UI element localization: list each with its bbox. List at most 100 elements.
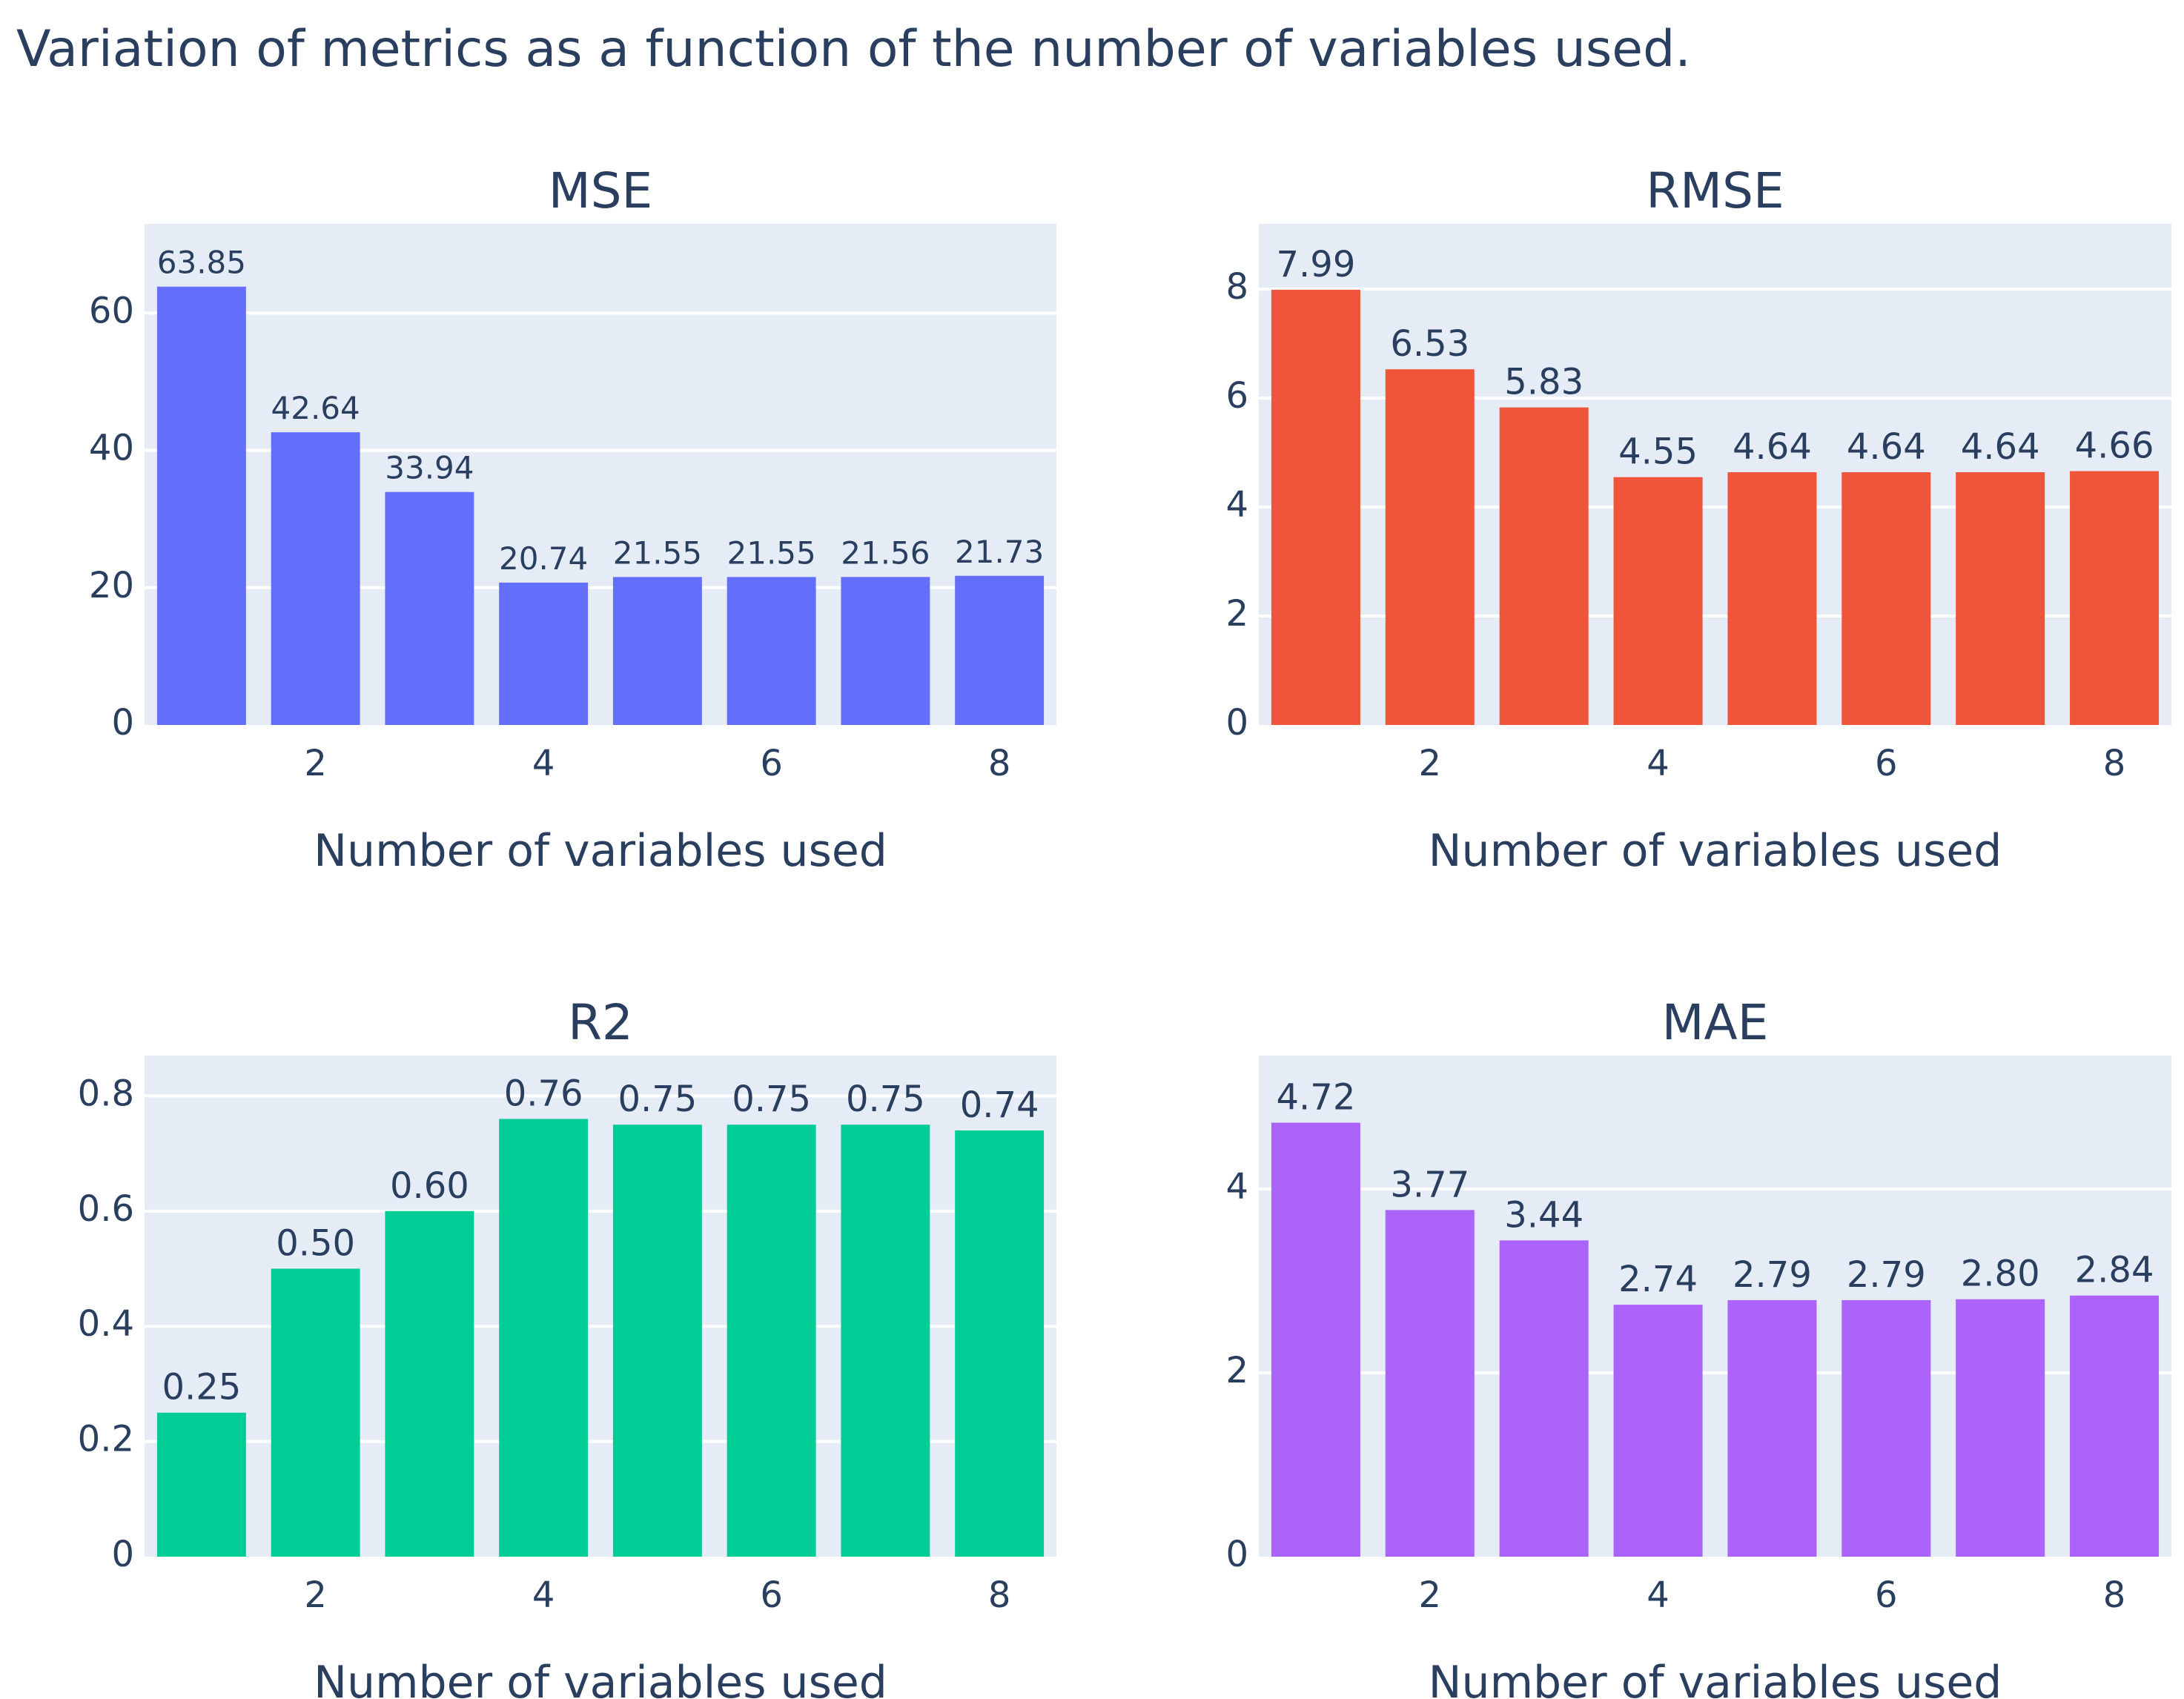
- mae-x-tick-label: 6: [1875, 1574, 1898, 1616]
- mse-data-label: 20.74: [499, 540, 588, 577]
- rmse-x-tick-label: 6: [1875, 743, 1898, 784]
- r2-bar: [841, 1125, 930, 1557]
- mae-data-label: 2.79: [1847, 1254, 1926, 1296]
- mse-x-tick-label: 4: [532, 743, 555, 784]
- mae-bar: [1271, 1122, 1360, 1557]
- r2-x-tick-label: 4: [532, 1574, 555, 1616]
- mse-bar: [841, 577, 930, 725]
- mse-data-label: 21.56: [841, 534, 930, 571]
- mae-y-tick-label: 4: [1225, 1166, 1248, 1208]
- mse-bar: [271, 432, 360, 725]
- mse-data-label: 21.55: [727, 534, 816, 571]
- rmse-data-label: 6.53: [1390, 323, 1469, 365]
- rmse-data-label: 5.83: [1504, 362, 1584, 403]
- r2-bar: [499, 1119, 589, 1557]
- rmse-x-axis-title: Number of variables used: [1429, 825, 2002, 877]
- r2-data-label: 0.75: [732, 1079, 811, 1120]
- r2-data-label: 0.74: [960, 1084, 1039, 1126]
- mse-y-tick-label: 60: [89, 290, 134, 331]
- rmse-y-tick-label: 8: [1225, 266, 1248, 308]
- r2-subplot-title: R2: [568, 994, 633, 1051]
- rmse-y-tick-label: 4: [1225, 484, 1248, 526]
- rmse-y-tick-label: 6: [1225, 375, 1248, 417]
- figure-title: Variation of metrics as a function of th…: [16, 20, 1691, 79]
- mae-bar: [1727, 1299, 1817, 1557]
- rmse-data-label: 4.64: [1733, 426, 1812, 468]
- r2-data-label: 0.76: [504, 1073, 583, 1114]
- mse-x-tick-label: 2: [304, 743, 327, 784]
- rmse-data-label: 4.64: [1961, 426, 2040, 468]
- rmse-x-tick-label: 4: [1647, 743, 1670, 784]
- mae-x-tick-label: 4: [1647, 1574, 1670, 1616]
- mse-bar: [156, 286, 246, 725]
- r2-data-label: 0.75: [846, 1079, 925, 1120]
- mse-data-label: 42.64: [271, 390, 360, 426]
- rmse-y-tick-label: 2: [1225, 593, 1248, 635]
- rmse-bar: [1271, 289, 1360, 725]
- r2-bar: [727, 1125, 816, 1557]
- r2-bar: [385, 1211, 474, 1557]
- r2-bar: [271, 1268, 360, 1557]
- rmse-bar: [1613, 477, 1703, 725]
- mse-panel: 0 20 40 60 63.85 42.64 33.94 20.74 21.55 21.55 21.…: [89, 162, 1056, 877]
- mse-subplot-title: MSE: [549, 162, 653, 219]
- r2-x-tick-label: 8: [988, 1574, 1011, 1616]
- rmse-x-tick-label: 2: [1419, 743, 1442, 784]
- r2-data-label: 0.50: [276, 1222, 355, 1264]
- r2-y-tick-label: 0.2: [78, 1419, 134, 1460]
- mae-bar: [1613, 1305, 1703, 1557]
- mse-x-tick-label: 8: [988, 743, 1011, 784]
- rmse-data-label: 4.66: [2075, 425, 2154, 467]
- mae-subplot-title: MAE: [1662, 994, 1769, 1051]
- r2-x-tick-label: 2: [304, 1574, 327, 1616]
- mse-bar: [499, 582, 589, 725]
- rmse-bar: [1956, 472, 2045, 725]
- mae-x-tick-label: 2: [1419, 1574, 1442, 1616]
- mse-y-tick-label: 40: [89, 428, 134, 469]
- rmse-data-label: 7.99: [1277, 244, 1356, 285]
- mae-data-label: 4.72: [1277, 1077, 1356, 1119]
- rmse-data-label: 4.64: [1847, 426, 1926, 468]
- mae-x-axis-title: Number of variables used: [1429, 1657, 2002, 1699]
- mae-y-tick-label: 0: [1225, 1534, 1248, 1575]
- r2-y-tick-label: 0.8: [78, 1073, 134, 1114]
- mse-bar: [612, 577, 702, 725]
- rmse-bar: [1727, 472, 1817, 725]
- mse-data-label: 63.85: [157, 245, 246, 281]
- mae-bar: [2070, 1295, 2160, 1557]
- mae-bar: [1841, 1299, 1931, 1557]
- r2-x-axis-title: Number of variables used: [314, 1657, 887, 1699]
- mae-data-label: 2.84: [2075, 1250, 2154, 1291]
- r2-bar: [612, 1125, 702, 1557]
- mse-bar: [955, 575, 1045, 725]
- mse-data-label: 33.94: [385, 450, 474, 486]
- mae-data-label: 2.79: [1733, 1254, 1812, 1296]
- mae-bar: [1385, 1210, 1475, 1557]
- r2-bar: [955, 1130, 1045, 1557]
- mae-bar: [1499, 1240, 1589, 1557]
- mse-bar: [385, 491, 474, 725]
- rmse-bar: [1499, 407, 1589, 725]
- r2-data-label: 0.25: [162, 1367, 241, 1408]
- rmse-panel: 0 2 4 6 8 7.99 6.53 5.83 4.55 4.64 4.64 4.64 4.66 2 4 6…: [1225, 162, 2171, 877]
- mse-x-tick-label: 6: [760, 743, 783, 784]
- mse-data-label: 21.73: [955, 534, 1044, 570]
- mae-data-label: 3.77: [1390, 1164, 1469, 1205]
- mae-bar: [1956, 1299, 2045, 1557]
- mae-data-label: 3.44: [1504, 1194, 1584, 1236]
- mae-y-tick-label: 2: [1225, 1350, 1248, 1391]
- r2-y-tick-label: 0.4: [78, 1303, 134, 1345]
- rmse-bar: [2070, 471, 2160, 725]
- rmse-bar: [1841, 472, 1931, 725]
- mae-data-label: 2.80: [1961, 1253, 2040, 1295]
- mae-panel: 0 2 4 4.72 3.77 3.44 2.74 2.79 2.79 2.80 2.84 2 4 6 8 M…: [1225, 994, 2171, 1699]
- mse-data-label: 21.55: [613, 534, 702, 571]
- r2-x-tick-label: 6: [760, 1574, 783, 1616]
- rmse-y-tick-label: 0: [1225, 702, 1248, 743]
- r2-data-label: 0.60: [390, 1165, 469, 1207]
- r2-bar: [156, 1412, 246, 1557]
- mse-y-tick-label: 20: [89, 565, 134, 606]
- rmse-x-tick-label: 8: [2103, 743, 2126, 784]
- r2-data-label: 0.75: [618, 1079, 697, 1120]
